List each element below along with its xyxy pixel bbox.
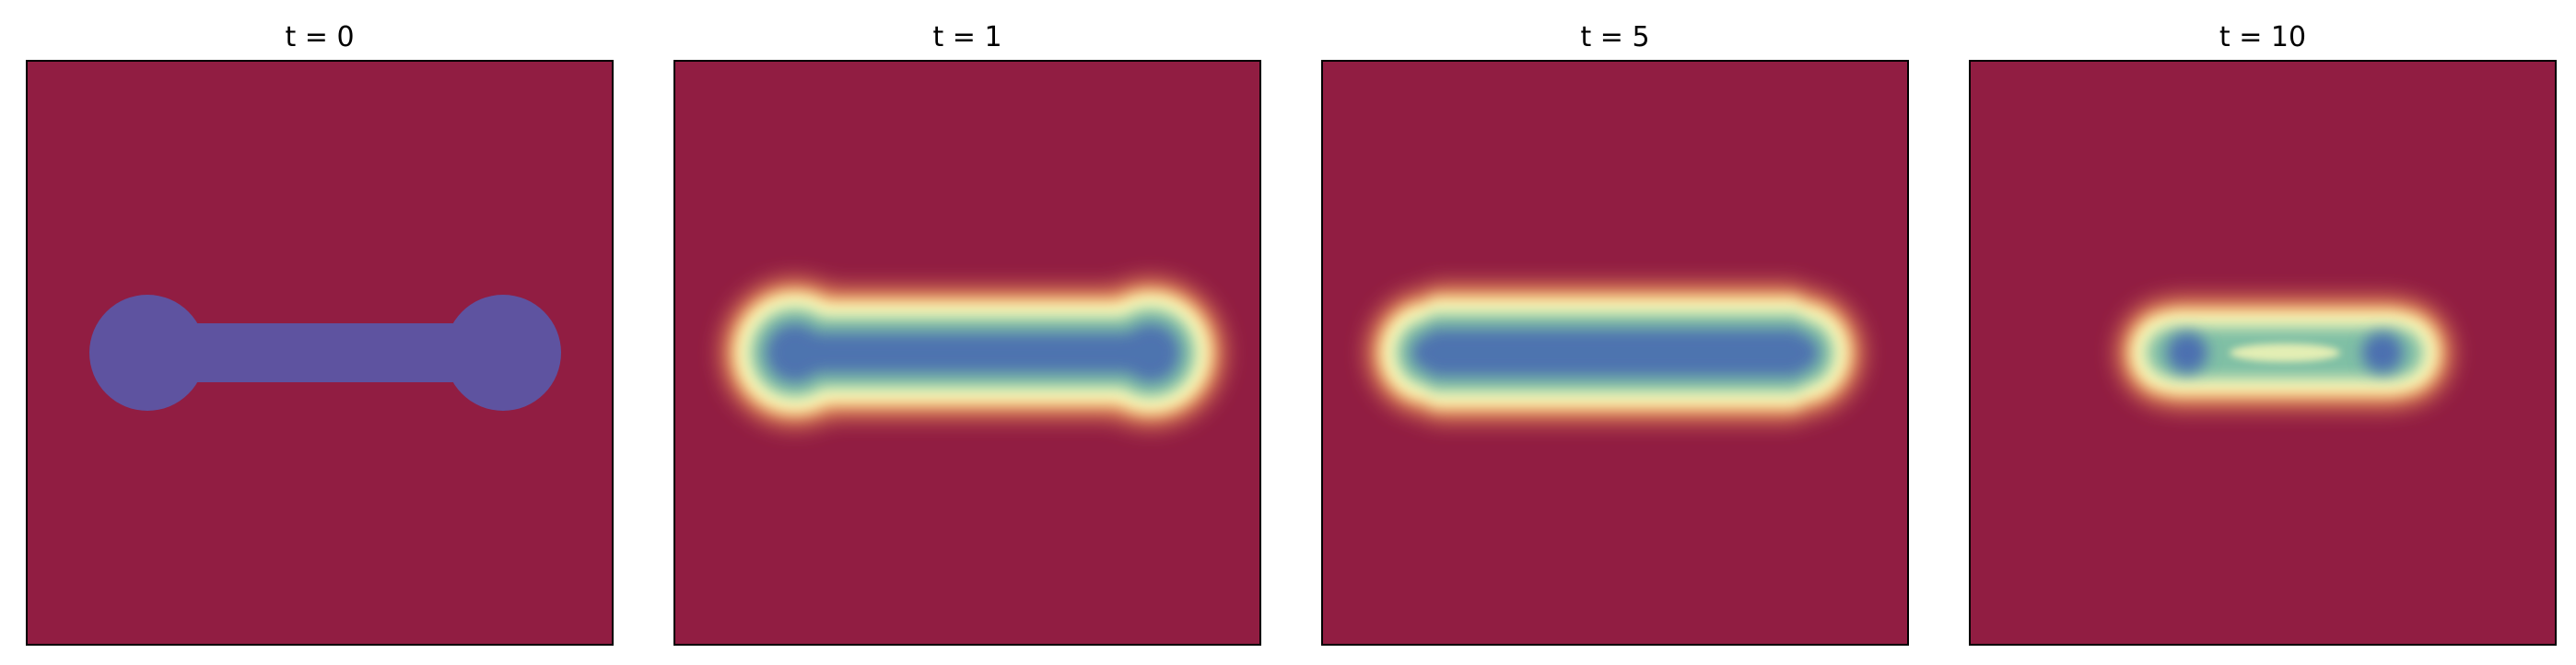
panel-title-t1: t = 1: [932, 21, 1001, 53]
dumbbell-region: [89, 295, 561, 411]
core-right: [2362, 332, 2403, 373]
core-region-bridge: [1430, 329, 1800, 377]
panel-title-t0: t = 0: [285, 21, 354, 53]
core-left: [2167, 332, 2207, 373]
core-neck: [2230, 344, 2340, 362]
heatmap-blob-t5: [1367, 285, 1863, 421]
dumbbell-region-bridge: [147, 323, 503, 382]
core-region: [766, 323, 1180, 382]
heatmap-blob-t0: [89, 295, 561, 411]
panel-t10: t = 10: [1969, 21, 2557, 646]
core-region: [1411, 329, 1819, 377]
axes-frame-t0: [26, 60, 614, 646]
panel-title-t10: t = 10: [2219, 21, 2306, 53]
heatmap-blob-t10: [2117, 298, 2453, 408]
axes-frame-t1: [673, 60, 1261, 646]
panel-t1: t = 1: [673, 21, 1261, 646]
heatmap-blob-t1: [721, 279, 1224, 426]
core-region-bridge: [795, 332, 1151, 373]
panel-t5: t = 5: [1321, 21, 1909, 646]
panel-t0: t = 0: [26, 21, 614, 646]
axes-frame-t10: [1969, 60, 2557, 646]
panel-title-t5: t = 5: [1580, 21, 1649, 53]
core-lobes: [2167, 332, 2403, 373]
axes-frame-t5: [1321, 60, 1909, 646]
